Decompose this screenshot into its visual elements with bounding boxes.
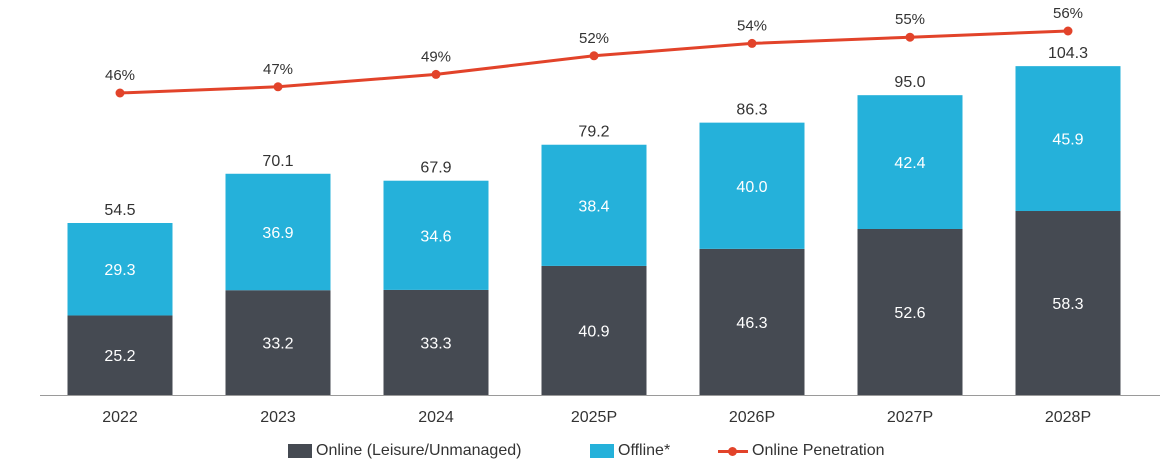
x-tick-label: 2027P <box>887 409 933 426</box>
legend-item-penetration: Online Penetration <box>718 438 885 464</box>
bar-offline-2025P <box>541 144 647 266</box>
total-value-label: 86.3 <box>736 102 767 119</box>
legend-swatch-online <box>288 444 312 458</box>
penetration-point <box>273 82 283 92</box>
online-value-label: 58.3 <box>1052 296 1083 313</box>
bar-offline-2022 <box>67 222 173 316</box>
penetration-label: 55% <box>895 11 925 28</box>
penetration-point <box>1063 26 1073 36</box>
bar-offline-2023 <box>225 173 331 291</box>
offline-value-label: 40.0 <box>736 179 767 196</box>
bar-online-2028P <box>1015 211 1121 395</box>
x-tick-label: 2024 <box>418 409 454 426</box>
bar-online-2027P <box>857 228 963 395</box>
offline-value-label: 36.9 <box>262 225 293 242</box>
penetration-label: 49% <box>421 48 451 65</box>
total-value-label: 79.2 <box>578 124 609 141</box>
bar-online-2022 <box>67 315 173 395</box>
bar-online-2025P <box>541 265 647 395</box>
total-value-label: 67.9 <box>420 160 451 177</box>
legend-label-offline: Offline* <box>618 442 671 459</box>
total-value-label: 54.5 <box>104 202 135 219</box>
penetration-label: 56% <box>1053 5 1083 22</box>
online-value-label: 25.2 <box>104 348 135 365</box>
bar-online-2026P <box>699 248 805 395</box>
x-tick-label: 2026P <box>729 409 775 426</box>
x-tick-label: 2025P <box>571 409 617 426</box>
penetration-point <box>589 51 599 61</box>
online-value-label: 46.3 <box>736 315 767 332</box>
bar-online-2024 <box>383 289 489 395</box>
penetration-label: 46% <box>105 67 135 84</box>
bar-offline-2027P <box>857 95 963 229</box>
x-tick-label: 2022 <box>102 409 138 426</box>
offline-value-label: 42.4 <box>894 155 925 172</box>
penetration-point <box>905 32 915 42</box>
online-value-label: 33.2 <box>262 336 293 353</box>
legend-item-online: Online (Leisure/Unmanaged) <box>288 438 521 464</box>
legend: Online (Leisure/Unmanaged) Offline* Onli… <box>0 438 1174 464</box>
total-value-label: 95.0 <box>894 74 925 91</box>
offline-value-label: 34.6 <box>420 228 451 245</box>
online-value-label: 40.9 <box>578 323 609 340</box>
online-value-label: 33.3 <box>420 335 451 352</box>
offline-value-label: 29.3 <box>104 262 135 279</box>
penetration-point <box>115 88 125 98</box>
total-value-label: 104.3 <box>1048 45 1088 62</box>
legend-label-online: Online (Leisure/Unmanaged) <box>316 442 522 459</box>
stacked-bar-chart: 25.2 29.3 54.5 33.2 36.9 70.1 33.3 34.6 67.9 40.9… <box>40 5 1160 426</box>
online-value-label: 52.6 <box>894 305 925 322</box>
total-value-label: 70.1 <box>262 153 293 170</box>
bar-offline-2028P <box>1015 66 1121 212</box>
penetration-label: 52% <box>579 30 609 47</box>
offline-value-label: 38.4 <box>578 198 609 215</box>
offline-value-label: 45.9 <box>1052 132 1083 149</box>
penetration-point <box>747 38 757 48</box>
bar-offline-2026P <box>699 122 805 249</box>
legend-item-offline: Offline* <box>590 438 670 464</box>
legend-swatch-penetration <box>718 444 748 458</box>
legend-label-penetration: Online Penetration <box>752 442 885 459</box>
penetration-label: 47% <box>263 61 293 78</box>
bar-online-2023 <box>225 290 331 395</box>
bar-offline-2024 <box>383 180 489 290</box>
x-tick-label: 2028P <box>1045 409 1091 426</box>
penetration-label: 54% <box>737 17 767 34</box>
legend-swatch-offline <box>590 444 614 458</box>
x-tick-label: 2023 <box>260 409 296 426</box>
penetration-point <box>431 69 441 79</box>
